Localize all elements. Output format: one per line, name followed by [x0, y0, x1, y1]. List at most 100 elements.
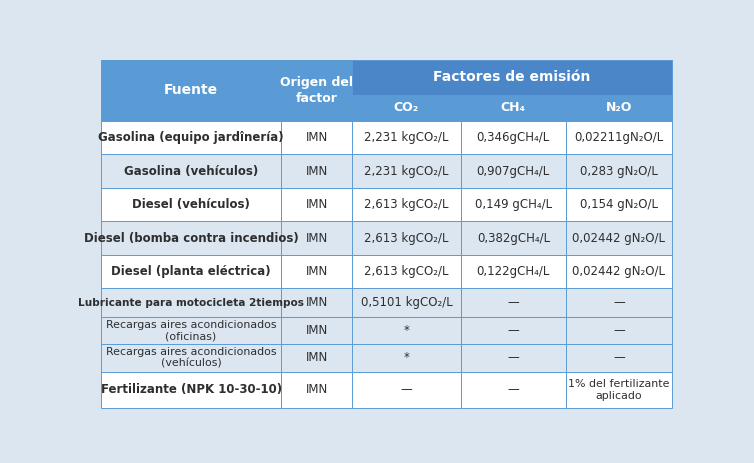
Text: Fuente: Fuente [164, 83, 218, 97]
Bar [461, 255, 566, 288]
Text: 2,231 kgCO₂/L: 2,231 kgCO₂/L [364, 131, 449, 144]
Text: Origen del
factor: Origen del factor [280, 76, 353, 105]
Bar [101, 154, 281, 188]
Bar [566, 255, 672, 288]
Text: Recargas aires acondicionados
(vehículos): Recargas aires acondicionados (vehículos… [106, 347, 277, 369]
Bar [352, 121, 461, 154]
Bar [101, 121, 281, 154]
Text: 0,02442 gN₂O/L: 0,02442 gN₂O/L [572, 232, 665, 244]
Text: Recargas aires acondicionados
(oficinas): Recargas aires acondicionados (oficinas) [106, 319, 277, 342]
Text: 2,231 kgCO₂/L: 2,231 kgCO₂/L [364, 164, 449, 177]
Text: Factores de emisión: Factores de emisión [434, 70, 590, 84]
Bar [566, 154, 672, 188]
Text: N₂O: N₂O [605, 101, 632, 114]
Text: *: * [403, 324, 409, 337]
Bar [281, 188, 352, 221]
Bar [461, 344, 566, 372]
Bar [566, 95, 672, 121]
Bar [281, 221, 352, 255]
Text: Lubricante para motocicleta 2tiempos: Lubricante para motocicleta 2tiempos [78, 298, 304, 307]
Bar [101, 372, 281, 408]
Text: 0,907gCH₄/L: 0,907gCH₄/L [477, 164, 550, 177]
Text: IMN: IMN [305, 198, 328, 211]
Text: —: — [507, 296, 520, 309]
Text: —: — [613, 351, 625, 364]
Bar [566, 121, 672, 154]
Text: CO₂: CO₂ [394, 101, 419, 114]
Bar [461, 121, 566, 154]
Text: IMN: IMN [305, 351, 328, 364]
Bar [461, 154, 566, 188]
Bar [101, 188, 281, 221]
Text: —: — [507, 383, 520, 396]
Bar [352, 372, 461, 408]
Text: 0,02442 gN₂O/L: 0,02442 gN₂O/L [572, 265, 665, 278]
Bar [352, 344, 461, 372]
Bar [352, 60, 672, 95]
Bar [352, 95, 461, 121]
Text: Gasolina (vehículos): Gasolina (vehículos) [124, 164, 258, 177]
Bar [352, 288, 461, 317]
Text: IMN: IMN [305, 383, 328, 396]
Bar [101, 60, 281, 121]
Bar [352, 188, 461, 221]
Text: —: — [613, 324, 625, 337]
Bar [101, 255, 281, 288]
Text: Gasolina (equipo jardînería): Gasolina (equipo jardînería) [98, 131, 284, 144]
Bar [461, 95, 566, 121]
Bar [461, 372, 566, 408]
Text: 1% del fertilizante
aplicado: 1% del fertilizante aplicado [568, 379, 670, 400]
Text: 2,613 kgCO₂/L: 2,613 kgCO₂/L [364, 232, 449, 244]
Bar [566, 288, 672, 317]
Bar [101, 344, 281, 372]
Text: IMN: IMN [305, 265, 328, 278]
Text: *: * [403, 351, 409, 364]
Text: 0,154 gN₂O/L: 0,154 gN₂O/L [580, 198, 657, 211]
Text: 2,613 kgCO₂/L: 2,613 kgCO₂/L [364, 198, 449, 211]
Bar [281, 288, 352, 317]
Bar [281, 317, 352, 344]
Text: IMN: IMN [305, 232, 328, 244]
Text: Diesel (planta eléctrica): Diesel (planta eléctrica) [112, 265, 271, 278]
Text: —: — [507, 351, 520, 364]
Bar [101, 288, 281, 317]
Bar [566, 188, 672, 221]
Text: Fertilizante (NPK 10-30-10): Fertilizante (NPK 10-30-10) [100, 383, 282, 396]
Bar [566, 372, 672, 408]
Bar [566, 344, 672, 372]
Bar [281, 154, 352, 188]
Bar [281, 255, 352, 288]
Bar [101, 317, 281, 344]
Bar [461, 317, 566, 344]
Text: 0,149 gCH₄/L: 0,149 gCH₄/L [475, 198, 552, 211]
Bar [281, 344, 352, 372]
Text: —: — [613, 296, 625, 309]
Text: 0,122gCH₄/L: 0,122gCH₄/L [477, 265, 550, 278]
Text: 0,02211gN₂O/L: 0,02211gN₂O/L [575, 131, 664, 144]
Text: Diesel (vehículos): Diesel (vehículos) [132, 198, 250, 211]
Text: IMN: IMN [305, 131, 328, 144]
Text: 0,382gCH₄/L: 0,382gCH₄/L [477, 232, 550, 244]
Text: IMN: IMN [305, 324, 328, 337]
Text: —: — [400, 383, 412, 396]
Bar [281, 372, 352, 408]
Bar [461, 221, 566, 255]
Bar [352, 154, 461, 188]
Text: —: — [507, 324, 520, 337]
Bar [352, 255, 461, 288]
Text: IMN: IMN [305, 164, 328, 177]
Text: IMN: IMN [305, 296, 328, 309]
Text: 0,283 gN₂O/L: 0,283 gN₂O/L [580, 164, 657, 177]
Text: 0,5101 kgCO₂/L: 0,5101 kgCO₂/L [360, 296, 452, 309]
Text: 2,613 kgCO₂/L: 2,613 kgCO₂/L [364, 265, 449, 278]
Bar [101, 221, 281, 255]
Bar [461, 188, 566, 221]
Text: Diesel (bomba contra incendios): Diesel (bomba contra incendios) [84, 232, 299, 244]
Bar [566, 221, 672, 255]
Bar [281, 60, 352, 121]
Bar [352, 317, 461, 344]
Bar [461, 288, 566, 317]
Text: CH₄: CH₄ [501, 101, 526, 114]
Bar [566, 317, 672, 344]
Bar [352, 221, 461, 255]
